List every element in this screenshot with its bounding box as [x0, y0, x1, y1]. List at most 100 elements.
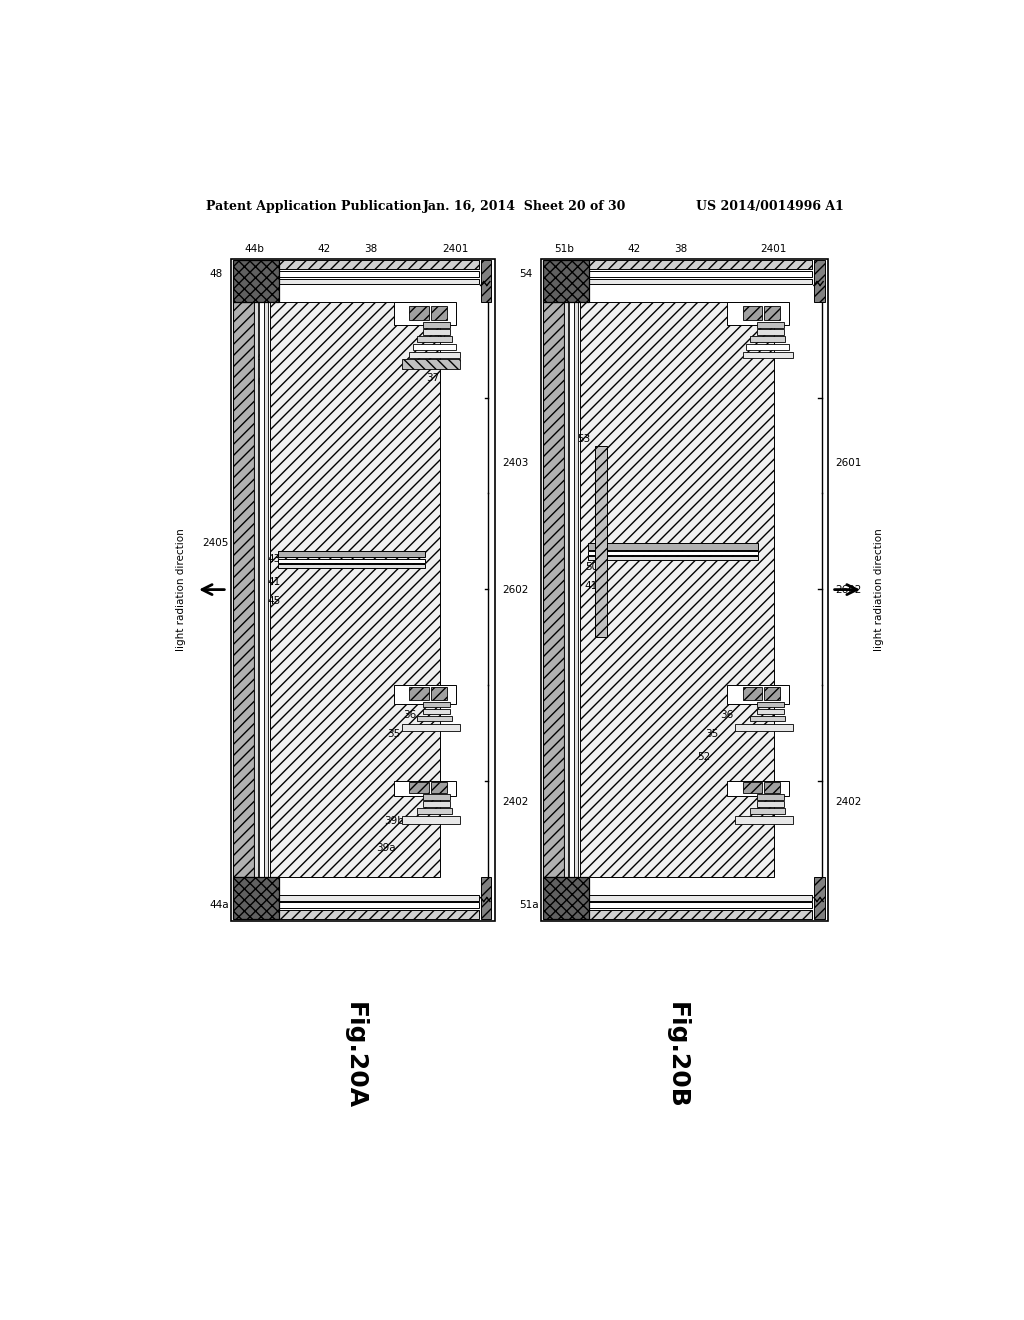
- Bar: [751, 715, 785, 721]
- Bar: [278, 564, 425, 568]
- Bar: [814, 876, 824, 919]
- Bar: [543, 302, 564, 876]
- Text: 2403: 2403: [503, 458, 528, 469]
- Bar: [414, 345, 456, 350]
- Bar: [757, 709, 783, 714]
- Bar: [394, 302, 456, 326]
- Bar: [394, 685, 456, 705]
- Bar: [543, 876, 589, 919]
- Bar: [410, 351, 460, 358]
- Bar: [423, 709, 451, 714]
- Bar: [589, 895, 812, 900]
- Text: 35: 35: [705, 730, 718, 739]
- Text: 37: 37: [426, 372, 439, 383]
- Text: 52: 52: [697, 752, 711, 763]
- Text: 53: 53: [578, 434, 590, 445]
- Bar: [278, 552, 425, 557]
- Text: 2402: 2402: [503, 797, 528, 807]
- Bar: [480, 876, 492, 919]
- Text: 48: 48: [209, 269, 222, 279]
- Bar: [727, 685, 790, 705]
- Bar: [742, 688, 762, 700]
- Bar: [280, 903, 479, 908]
- Bar: [423, 702, 451, 708]
- Bar: [431, 306, 446, 321]
- Bar: [764, 688, 779, 700]
- Bar: [232, 876, 280, 919]
- Bar: [232, 260, 280, 302]
- Bar: [231, 259, 495, 921]
- Bar: [588, 544, 758, 549]
- Text: 2601: 2601: [836, 458, 862, 469]
- Bar: [541, 259, 827, 921]
- Text: 46: 46: [252, 376, 265, 387]
- Bar: [280, 895, 479, 900]
- Text: 47: 47: [255, 354, 268, 363]
- Text: 35: 35: [387, 730, 400, 739]
- Text: 51b: 51b: [554, 244, 574, 255]
- Bar: [735, 816, 793, 824]
- Text: 41: 41: [267, 577, 281, 587]
- Bar: [423, 795, 451, 800]
- Text: Fig.20B: Fig.20B: [665, 1002, 689, 1109]
- Bar: [751, 337, 785, 342]
- Bar: [270, 302, 440, 876]
- Bar: [480, 260, 492, 302]
- Bar: [569, 302, 573, 876]
- Bar: [727, 780, 790, 796]
- Text: 38: 38: [674, 244, 687, 255]
- Bar: [727, 302, 790, 326]
- Bar: [401, 359, 460, 368]
- Bar: [589, 909, 812, 919]
- Bar: [764, 781, 779, 793]
- Bar: [417, 808, 452, 813]
- Bar: [431, 781, 446, 793]
- Text: 50: 50: [585, 561, 598, 572]
- Bar: [742, 351, 793, 358]
- Bar: [410, 781, 429, 793]
- Text: Jan. 16, 2014  Sheet 20 of 30: Jan. 16, 2014 Sheet 20 of 30: [423, 199, 627, 213]
- Bar: [751, 808, 785, 813]
- Bar: [589, 271, 812, 277]
- Text: 36: 36: [721, 710, 734, 721]
- Text: 51a: 51a: [519, 900, 540, 911]
- Bar: [574, 302, 579, 876]
- Text: 2401: 2401: [442, 244, 469, 255]
- Bar: [757, 330, 783, 335]
- Bar: [401, 816, 460, 824]
- Bar: [742, 781, 762, 793]
- Bar: [589, 903, 812, 908]
- Bar: [423, 322, 451, 327]
- Text: 2405: 2405: [203, 539, 228, 548]
- Bar: [232, 302, 254, 876]
- Bar: [417, 337, 452, 342]
- Text: Patent Application Publication: Patent Application Publication: [206, 199, 421, 213]
- Bar: [410, 306, 429, 321]
- Text: 41: 41: [585, 581, 598, 591]
- Text: Fig.20A: Fig.20A: [343, 1002, 367, 1109]
- Text: 39a: 39a: [376, 843, 396, 853]
- Text: light radiation direction: light radiation direction: [874, 528, 885, 651]
- Text: 42: 42: [628, 244, 641, 255]
- Bar: [588, 552, 758, 554]
- Bar: [280, 260, 479, 269]
- Bar: [814, 260, 824, 302]
- Bar: [264, 302, 268, 876]
- Text: 43: 43: [267, 554, 281, 564]
- Text: 54: 54: [519, 269, 532, 279]
- Text: 39b: 39b: [384, 816, 403, 826]
- Text: 42: 42: [317, 244, 331, 255]
- Bar: [280, 279, 479, 284]
- Bar: [746, 345, 790, 350]
- Bar: [580, 302, 773, 876]
- Bar: [757, 795, 783, 800]
- Bar: [757, 702, 783, 708]
- Bar: [589, 279, 812, 284]
- Bar: [595, 446, 607, 636]
- Text: 36: 36: [402, 710, 416, 721]
- Bar: [764, 306, 779, 321]
- Bar: [757, 801, 783, 807]
- Text: 38: 38: [364, 244, 377, 255]
- Bar: [394, 780, 456, 796]
- Bar: [254, 302, 258, 876]
